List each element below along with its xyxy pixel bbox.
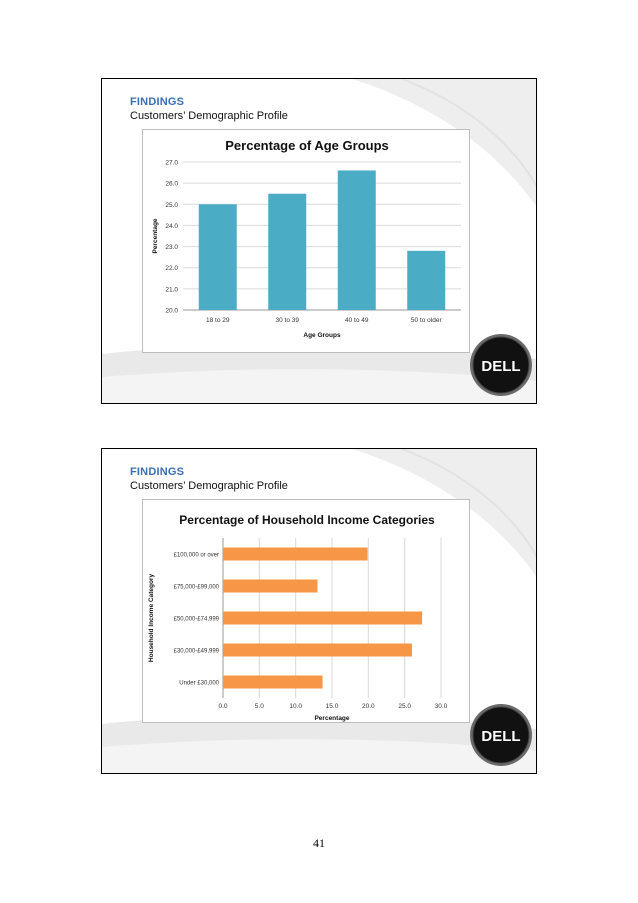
x-tick-label: 18 to 29 xyxy=(206,317,230,324)
bar xyxy=(223,675,323,689)
bar xyxy=(223,547,368,561)
bar xyxy=(223,579,318,593)
x-tick-label: 15.0 xyxy=(326,703,339,710)
y-tick-label: 27.0 xyxy=(165,160,178,167)
y-tick-label: 22.0 xyxy=(165,265,178,272)
page-number: 41 xyxy=(313,836,325,850)
y-tick-label: 24.0 xyxy=(165,223,178,230)
slide-age-groups: FINDINGS Customers’ Demographic Profile … xyxy=(101,78,537,404)
slide-subtitle: Customers’ Demographic Profile xyxy=(130,480,288,492)
x-axis-label: Age Groups xyxy=(303,332,341,339)
x-tick-label: 40 to 49 xyxy=(345,317,369,324)
x-axis-label: Percentage xyxy=(314,715,349,722)
y-tick-label: 20.0 xyxy=(165,308,178,315)
slide-background xyxy=(102,449,536,773)
bar xyxy=(223,611,423,625)
findings-heading: FINDINGS xyxy=(130,96,185,108)
x-tick-label: 25.0 xyxy=(398,703,411,710)
y-tick-label: £50,000-£74,999 xyxy=(174,617,220,623)
chart-title: Percentage of Age Groups xyxy=(225,138,389,153)
y-tick-label: 25.0 xyxy=(165,202,178,209)
y-axis-label: Household Income Category xyxy=(148,574,155,663)
bar xyxy=(407,250,446,310)
dell-logo-text: DELL xyxy=(481,358,520,375)
y-axis-label: Percentage xyxy=(152,218,159,253)
chart-title: Percentage of Household Income Categorie… xyxy=(179,513,435,527)
y-tick-label: 21.0 xyxy=(165,286,178,293)
household-income-chart: Percentage of Household Income Categorie… xyxy=(148,513,448,722)
bar xyxy=(198,204,237,310)
findings-heading: FINDINGS xyxy=(130,466,185,478)
x-tick-label: 30 to 39 xyxy=(276,317,300,324)
income-chart-container: Percentage of Household Income Categorie… xyxy=(142,499,470,723)
y-tick-label: £75,000-£99,000 xyxy=(174,585,220,591)
bar xyxy=(268,193,307,310)
dell-logo-text: DELL xyxy=(481,728,520,745)
slide-household-income: FINDINGS Customers’ Demographic Profile … xyxy=(101,448,537,774)
slide-background xyxy=(102,79,536,403)
y-tick-label: £100,000 or over xyxy=(174,553,219,559)
dell-logo-icon: DELL xyxy=(470,704,532,766)
y-tick-label: 23.0 xyxy=(165,244,178,251)
bar xyxy=(223,643,412,657)
x-tick-label: 10.0 xyxy=(289,703,302,710)
age-groups-chart: Percentage of Age Groups 20.0 21.0 22.0 23.0… xyxy=(152,138,461,339)
x-tick-label: 30.0 xyxy=(435,703,448,710)
y-tick-label: Under £30,000 xyxy=(179,681,219,687)
bar xyxy=(337,170,376,310)
x-tick-label: 50 to older xyxy=(411,317,443,324)
x-tick-label: 5.0 xyxy=(255,703,264,710)
x-tick-label: 0.0 xyxy=(218,703,227,710)
age-chart-container: Percentage of Age Groups 20.0 21.0 22.0 23.0… xyxy=(142,129,470,353)
y-tick-label: £30,000-£49,999 xyxy=(174,649,220,655)
slide-subtitle: Customers’ Demographic Profile xyxy=(130,110,288,122)
dell-logo-icon: DELL xyxy=(470,334,532,396)
y-tick-label: 26.0 xyxy=(165,181,178,188)
x-tick-label: 20.0 xyxy=(362,703,375,710)
